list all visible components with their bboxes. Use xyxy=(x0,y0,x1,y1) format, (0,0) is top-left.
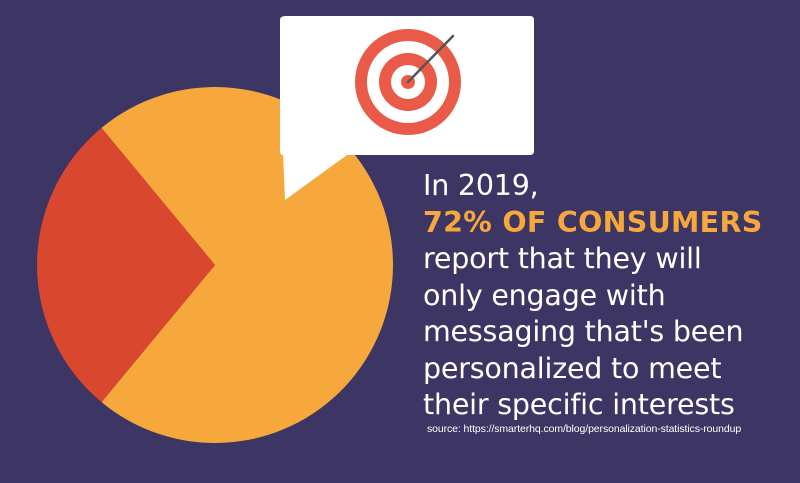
body-line-1: report that they will xyxy=(423,242,702,275)
target-icon xyxy=(355,29,461,135)
body-line-3: messaging that's been xyxy=(423,315,744,348)
source-citation: source: https://smarterhq.com/blog/perso… xyxy=(427,423,742,435)
arrow-shaft xyxy=(406,34,455,84)
pie-chart xyxy=(37,86,394,444)
pie-slice-minor xyxy=(37,127,215,403)
body-line-4: personalized to meet xyxy=(423,351,722,385)
headline-text: In 2019, 72% OF CONSUMERS report that th… xyxy=(423,168,793,424)
callout-bubble xyxy=(280,16,534,200)
body-line-2: only engage with xyxy=(423,278,666,312)
pie-slice-major xyxy=(101,86,394,444)
highlight-stat: 72% OF CONSUMERS xyxy=(423,205,763,239)
intro-line: In 2019, xyxy=(423,169,539,202)
body-line-5: their specific interests xyxy=(423,388,735,421)
